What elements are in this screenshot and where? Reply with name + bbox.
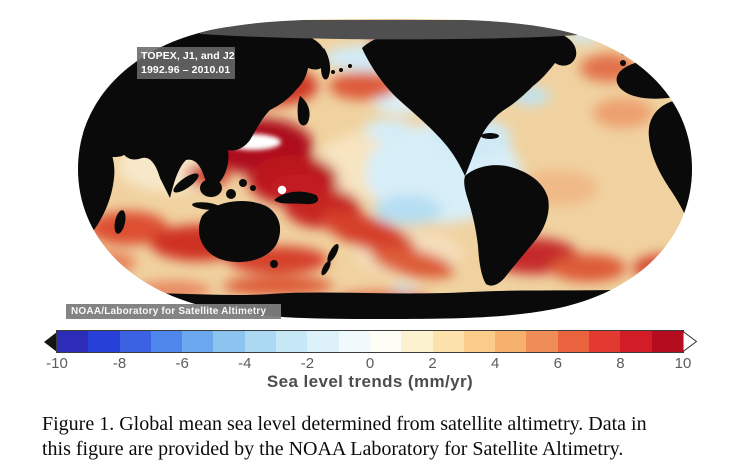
colorbar-segment (432, 331, 464, 352)
colorbar-tick-label: -4 (238, 355, 252, 372)
figure-caption-line2: this figure are provided by the NOAA Lab… (42, 438, 624, 460)
world-map: TOPEX, J1, and J2 1992.96 – 2010.01 NOAA… (66, 18, 692, 320)
colorbar-tick-label: 6 (553, 355, 562, 372)
colorbar-ticks: -10 -8 -6 -4 -2 0 2 4 6 8 10 (46, 355, 691, 373)
colorbar-segment (57, 331, 89, 352)
colorbar-tick-label: -6 (175, 355, 189, 372)
colorbar-segment (150, 331, 183, 352)
colorbar-segment (589, 331, 621, 352)
colorbar-left-arrow-icon (44, 331, 57, 352)
colorbar-tick-label: -8 (112, 355, 127, 372)
colorbar-right-arrow-icon (683, 331, 697, 352)
colorbar-segment (401, 331, 433, 352)
colorbar-segment (620, 331, 652, 352)
figure-caption: Figure 1. Global mean sea level determin… (42, 412, 718, 462)
colorbar-segment (276, 331, 308, 352)
colorbar-segment (557, 331, 590, 352)
colorbar-segment (338, 331, 370, 352)
colorbar-segment (463, 331, 496, 352)
colorbar-tick-label: 2 (428, 355, 437, 372)
mission-label-line1: TOPEX, J1, and J2 (141, 50, 235, 62)
colorbar-segment (182, 331, 214, 352)
colorbar-tick-label: 8 (616, 355, 625, 372)
credit-label: NOAA/Laboratory for Satellite Altimetry (66, 304, 281, 319)
mission-label-line2: 1992.96 – 2010.01 (141, 64, 231, 77)
colorbar-tick-label: 4 (491, 355, 500, 372)
world-map-svg (78, 19, 692, 319)
colorbar-tick-label: -2 (300, 355, 315, 372)
colorbar-tick-label: 10 (674, 355, 692, 372)
colorbar-segment (88, 331, 120, 352)
colorbar-segment (213, 331, 245, 352)
colorbar-segment (526, 331, 558, 352)
colorbar (44, 330, 697, 353)
mission-label: TOPEX, J1, and J2 1992.96 – 2010.01 (137, 47, 235, 80)
figure-caption-line1: Figure 1. Global mean sea level determin… (42, 413, 647, 435)
colorbar-axis-label: Sea level trends (mm/yr) (266, 372, 474, 391)
colorbar-tick-label: -10 (46, 355, 68, 372)
colorbar-segment (119, 331, 151, 352)
colorbar-segment (244, 331, 277, 352)
colorbar-segment (651, 331, 683, 352)
map-arctic-band (200, 20, 578, 40)
colorbar-segment (307, 331, 339, 352)
colorbar-segment (495, 331, 527, 352)
map-land (78, 23, 692, 319)
colorbar-tick-label: 0 (365, 355, 375, 372)
colorbar-gradient (56, 330, 684, 353)
colorbar-segment (369, 331, 402, 352)
